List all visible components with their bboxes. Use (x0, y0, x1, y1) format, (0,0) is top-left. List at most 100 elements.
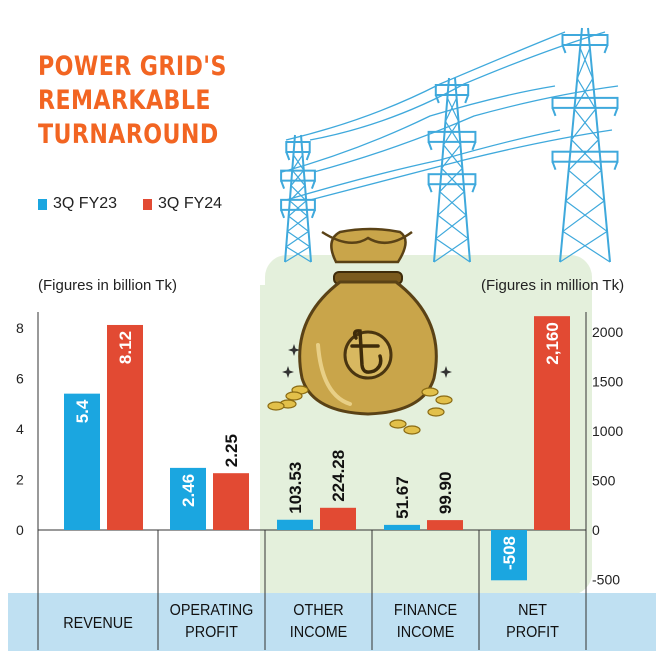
data-label: -508 (500, 536, 519, 570)
right-tick-label: 0 (592, 522, 600, 538)
tower-lattice (288, 200, 308, 217)
tower-leg (559, 27, 611, 263)
right-axis-note: (Figures in million Tk) (481, 277, 625, 294)
coin-icon (435, 395, 453, 405)
tower-arm (280, 169, 316, 182)
tower-lattice (287, 215, 309, 232)
left-tick-label: 2 (16, 472, 24, 488)
left-tick-label: 6 (16, 371, 24, 387)
tower-lattice (573, 78, 597, 110)
coin-icon (427, 407, 445, 417)
category-label: INCOME (397, 623, 455, 641)
power-tower-icon (551, 27, 619, 263)
tower-lattice (435, 214, 469, 240)
tower-lattice (562, 200, 608, 232)
coin-icon (389, 419, 407, 429)
tower-arm (551, 150, 619, 163)
category-labels: REVENUE OPERATING PROFIT OTHER INCOME FINANCE… (63, 601, 559, 641)
right-axis-ticks: -500 0 500 1000 1500 2000 (592, 324, 623, 588)
data-label: 224.28 (329, 450, 348, 502)
right-panel-bg-fill (260, 285, 280, 595)
bag-ruffle (321, 230, 413, 245)
category-label: PROFIT (506, 623, 559, 641)
taka-glyph (350, 329, 383, 374)
legend-label: 3Q FY23 (53, 195, 118, 212)
tower-lattice (559, 230, 611, 263)
legend-swatch (143, 198, 153, 210)
data-label: 8.12 (116, 331, 135, 364)
left-axis-note: (Figures in billion Tk) (38, 277, 177, 294)
data-label: 51.67 (393, 476, 412, 519)
insulator (551, 107, 619, 117)
power-line (281, 85, 556, 173)
coin-icon (285, 391, 303, 401)
left-tick-label: 8 (16, 320, 24, 336)
tower-arm (280, 198, 316, 211)
coin-icon (403, 425, 421, 435)
power-line (285, 31, 566, 141)
category-label: INCOME (290, 623, 348, 641)
sparkle-icon (282, 366, 294, 378)
data-label: 2,160 (543, 322, 562, 365)
bar-3q-fy24 (427, 520, 463, 530)
insulator (434, 94, 470, 104)
tower-lattice (291, 154, 305, 171)
coin-icon (267, 401, 285, 411)
tower-lattice (290, 169, 306, 186)
title-line: TURNAROUND (38, 119, 219, 150)
page-title: POWER GRID'S REMARKABLE TURNAROUND (38, 50, 227, 152)
left-tick-label: 0 (16, 522, 24, 538)
insulator (551, 161, 619, 171)
right-tick-label: 2000 (592, 324, 623, 340)
tower-lattice (285, 230, 311, 248)
legend-item-3q-fy23: 3Q FY23 (38, 195, 117, 213)
category-label: REVENUE (63, 614, 133, 632)
sparkle-icon (440, 366, 452, 378)
insulator (280, 209, 316, 219)
left-tick-label: 4 (16, 421, 24, 437)
tower-arm (561, 34, 609, 46)
data-label: 99.90 (436, 472, 455, 515)
title-line: REMARKABLE (38, 85, 211, 116)
category-label: NET (518, 601, 547, 619)
tower-lattice (568, 139, 602, 171)
tower-lattice (576, 47, 594, 79)
bar-3q-fy24 (107, 324, 143, 530)
money-bag-icon (267, 227, 453, 435)
tower-lattice (284, 246, 312, 263)
legend-item-3q-fy24: 3Q FY24 (143, 195, 222, 213)
insulator (427, 141, 477, 151)
legend-label: 3Q FY24 (158, 195, 223, 212)
category-band (8, 593, 656, 651)
power-line (309, 129, 613, 201)
insulator (561, 44, 609, 54)
power-line (285, 129, 561, 201)
tower-arm (427, 130, 477, 143)
legend-swatch (38, 198, 47, 210)
bar-3q-fy24 (213, 473, 249, 530)
bar-3q-fy24 (320, 507, 356, 530)
left-axis-ticks: 0 2 4 6 8 (16, 320, 24, 538)
data-label: 2.46 (179, 474, 198, 507)
category-label: FINANCE (394, 601, 457, 619)
power-tower-icon (280, 134, 316, 263)
data-label: 2.25 (222, 434, 241, 467)
tower-arm (285, 141, 311, 153)
bar-3q-fy23 (384, 524, 420, 530)
bag-highlight (316, 343, 352, 406)
bag-top (330, 227, 407, 264)
insulator (285, 151, 311, 161)
data-label: 5.4 (73, 399, 92, 423)
bar-3q-fy23 (277, 519, 313, 530)
legend: 3Q FY23 3Q FY24 (38, 195, 248, 213)
sparkle-icon (288, 344, 300, 356)
power-line (313, 85, 619, 173)
coin-icon (421, 387, 439, 397)
bar-3q-fy23 (491, 530, 527, 581)
tower-arm (551, 96, 619, 109)
right-tick-label: 1000 (592, 423, 623, 439)
data-label: 103.53 (286, 462, 305, 514)
power-line (309, 31, 606, 141)
